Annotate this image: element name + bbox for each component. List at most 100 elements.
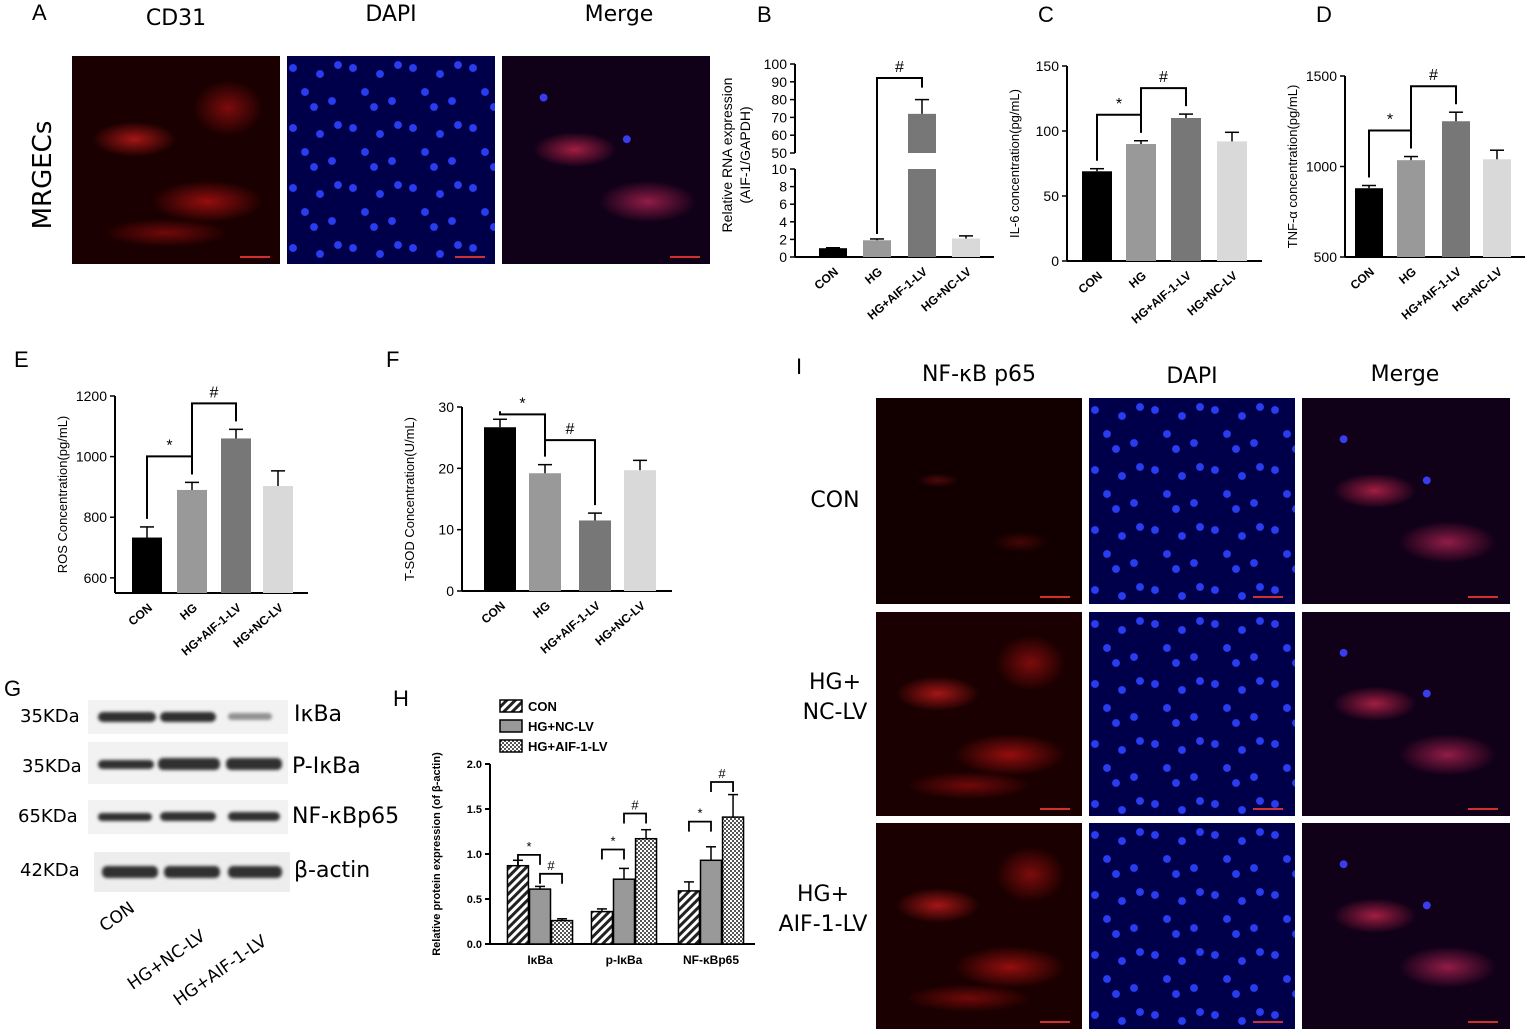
c-bar-con <box>1082 171 1112 261</box>
c-ytick-label: 150 <box>1036 58 1060 74</box>
f-bar-hg <box>529 473 561 591</box>
h-significance-marker: # <box>718 766 726 781</box>
panel-i-row-con: CON <box>810 488 860 513</box>
d-significance-marker: * <box>1387 112 1393 129</box>
f-significance-bracket <box>499 411 546 457</box>
c-ytick-label: 50 <box>1043 188 1059 204</box>
h-xtick-i-ba: IκBa <box>527 953 553 967</box>
e-ylabel: ROS Concentration(pg/mL) <box>55 416 70 574</box>
h-legend-label-con: CON <box>528 699 557 714</box>
d-significance-bracket <box>1410 85 1457 149</box>
h-xtick-p-i-ba: p-IκBa <box>606 953 643 967</box>
h-significance-bracket <box>623 812 647 824</box>
h-bar-hg-nc-lv-i-ba <box>528 888 552 945</box>
f-ytick-label: 30 <box>438 399 454 415</box>
d-ytick-label: 1000 <box>1306 159 1337 175</box>
d-xtick-hg: HG <box>1396 265 1419 287</box>
blot-ikba <box>88 700 288 734</box>
f-significance-marker: * <box>519 395 525 412</box>
h-ytick-label: 0.5 <box>467 894 482 906</box>
e-bar-hg <box>177 489 207 593</box>
h-legend-swatch-hg-aif-1-lv <box>499 739 523 753</box>
h-significance-marker: * <box>697 806 702 821</box>
f-bar-con <box>484 427 516 591</box>
d-ylabel: TNF-α concentration(pg/mL) <box>1285 85 1300 249</box>
panel-a-row-label: MRGECs <box>28 120 58 230</box>
c-bar-hg <box>1126 144 1156 261</box>
e-significance-marker: # <box>210 384 219 401</box>
f-xtick-con: CON <box>478 599 507 627</box>
b-ytick-label: 90 <box>771 74 787 90</box>
micrograph-nclv-nfkb <box>876 612 1082 816</box>
b-ytick-label: 60 <box>771 127 787 143</box>
panel-letter-h: H <box>393 686 409 711</box>
lane-label-con: CON <box>96 898 139 937</box>
panel-i-row-aif1lv: HG+ AIF-1-LV <box>778 882 868 937</box>
panel-letter-g: G <box>4 676 22 701</box>
d-bar-con <box>1355 188 1383 257</box>
c-xtick-hg-aif-1-lv: HG+AIF-1-LV <box>1129 269 1194 327</box>
d-ytick-label: 1500 <box>1306 68 1337 84</box>
c-ylabel: IL-6 concentration(pg/mL) <box>1007 89 1022 238</box>
panel-letter-d: D <box>1316 2 1332 27</box>
h-significance-bracket <box>539 872 563 884</box>
panel-i-col-merge: Merge <box>1370 362 1440 387</box>
b-ytick-label: 70 <box>771 109 787 125</box>
c-xtick-hg: HG <box>1126 269 1149 291</box>
e-significance-marker: * <box>166 437 172 454</box>
h-bar-hg-nc-lv-nf-bp65 <box>699 859 723 945</box>
c-significance-marker: * <box>1116 96 1122 113</box>
f-significance-bracket <box>545 439 596 506</box>
h-ytick-label: 2.0 <box>467 759 482 771</box>
mw-ikba: 35KDa <box>20 706 80 727</box>
blot-nfkbp65 <box>88 800 288 834</box>
b-ytick-label: 0 <box>779 249 787 265</box>
f-xtick-hg-aif-1-lv: HG+AIF-1-LV <box>538 599 603 657</box>
micrograph-aif1lv-nfkb <box>876 823 1082 1029</box>
h-significance-marker: # <box>631 798 639 813</box>
b-ytick-label: 80 <box>771 92 787 108</box>
h-legend-swatch-hg-nc-lv <box>499 719 523 733</box>
c-bar-hg-nc-lv <box>1217 141 1247 261</box>
c-significance-bracket <box>1140 87 1187 133</box>
e-significance-bracket <box>146 455 193 519</box>
mw-nfkbp65: 65KDa <box>18 806 78 827</box>
micrograph-nclv-dapi <box>1089 612 1295 816</box>
micrograph-merge <box>502 56 710 264</box>
mw-beta-actin: 42KDa <box>20 860 80 881</box>
blot-beta-actin <box>94 852 290 892</box>
e-significance-bracket <box>191 402 237 475</box>
e-ytick-label: 1200 <box>76 388 107 404</box>
panel-i-col-dapi: DAPI <box>1166 364 1218 389</box>
h-legend-label-hg-aif-1-lv: HG+AIF-1-LV <box>528 739 608 754</box>
protein-p-ikba: P-IκBa <box>292 754 361 779</box>
h-ylabel: Relative protein expression (of β-actin) <box>431 752 443 956</box>
f-bar-hg-aif-1-lv <box>579 520 611 591</box>
f-ylabel: T-SOD Concentration(U/mL) <box>402 417 417 581</box>
b-ylabel-line2: (AIF-1/GAPDH) <box>737 106 753 203</box>
c-ytick-label: 0 <box>1051 253 1059 269</box>
h-significance-marker: # <box>547 858 555 873</box>
d-xtick-hg-nc-lv: HG+NC-LV <box>1449 265 1505 315</box>
h-significance-marker: * <box>610 834 615 849</box>
f-ytick-label: 0 <box>446 583 454 599</box>
d-ytick-label: 500 <box>1314 249 1338 265</box>
d-significance-bracket <box>1368 129 1412 178</box>
b-bar-con <box>819 248 847 257</box>
b-ytick-label: 10 <box>771 161 787 177</box>
panel-letter-i: I <box>796 354 803 379</box>
c-xtick-hg-nc-lv: HG+NC-LV <box>1184 269 1240 319</box>
panel-a-col-cd31: CD31 <box>145 6 207 31</box>
b-bar-hg-nc-lv <box>952 238 980 257</box>
h-bar-hg-aif-1-lv-p-i-ba <box>634 837 658 945</box>
h-bar-hg-nc-lv-p-i-ba <box>612 878 636 945</box>
b-ytick-label: 4 <box>779 214 787 230</box>
b-ytick-label: 6 <box>779 196 787 212</box>
micrograph-con-nfkb <box>876 398 1082 604</box>
c-bar-hg-aif-1-lv <box>1171 118 1201 261</box>
b-significance-bracket <box>876 77 923 234</box>
b-ytick-label: 2 <box>779 231 787 247</box>
d-bar-hg-aif-1-lv <box>1442 121 1470 257</box>
b-ytick-label: 100 <box>764 56 788 72</box>
panel-letter-b: B <box>757 2 772 27</box>
